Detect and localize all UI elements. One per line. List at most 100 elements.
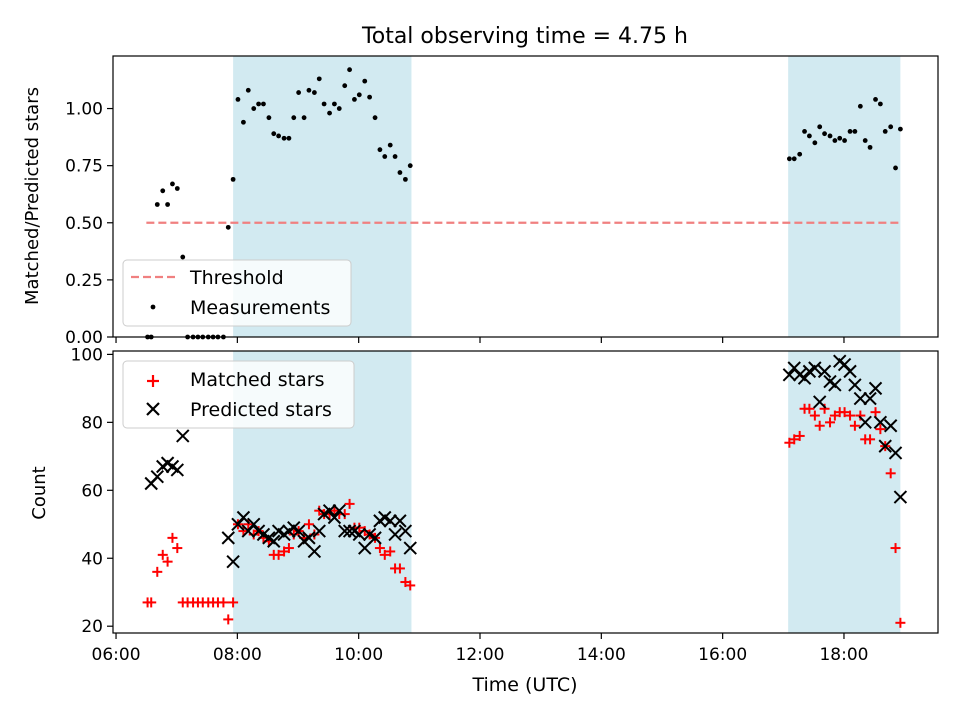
measurement-point xyxy=(352,97,357,102)
observing-window-shade xyxy=(788,351,901,633)
measurement-point xyxy=(402,176,408,182)
predicted-star-point xyxy=(873,415,888,430)
matched-star-point xyxy=(845,410,856,421)
measurement-point xyxy=(245,87,251,93)
measurement-point xyxy=(842,138,847,143)
measurement-point xyxy=(832,138,838,143)
matched-star-point xyxy=(870,407,881,418)
predicted-star-point xyxy=(893,490,908,504)
predicted-star-point xyxy=(236,510,251,525)
predicted-star-point xyxy=(170,463,185,477)
measurement-point xyxy=(235,97,241,102)
measurement-point xyxy=(888,124,894,130)
count-legend: Matched stars Predicted stars xyxy=(122,360,355,429)
measurement-point xyxy=(165,202,170,207)
predicted-star-point xyxy=(332,503,346,518)
matched-star-point xyxy=(890,543,901,554)
matched-star-point xyxy=(273,549,284,560)
chart-title: Total observing time = 4.75 h xyxy=(361,24,688,49)
x-tick-label: 12:00 xyxy=(456,645,505,665)
predicted-star-point xyxy=(267,534,281,548)
predicted-star-point xyxy=(221,531,235,545)
y-tick-label: 40 xyxy=(81,549,103,569)
measurement-point xyxy=(230,176,236,182)
matched-star-point xyxy=(839,407,850,418)
predicted-star-point xyxy=(863,391,877,406)
predicted-star-point xyxy=(398,524,413,538)
predicted-star-point xyxy=(307,544,322,559)
ratio-y-axis-label: Matched/Predicted stars xyxy=(22,87,43,305)
measurement-point xyxy=(877,101,883,107)
measurement-point xyxy=(296,90,302,95)
x-tick-label: 18:00 xyxy=(819,645,868,665)
matched-star-point xyxy=(218,597,229,608)
measurement-point xyxy=(407,163,413,169)
predicted-star-point xyxy=(393,514,407,528)
predicted-star-point xyxy=(302,531,316,545)
measurement-point xyxy=(261,101,266,107)
measurement-point xyxy=(266,115,272,121)
ratio-panel: 0.00 0.25 0.50 0.75 1.00 Matched/Predicted s… xyxy=(22,55,939,348)
y-tick-label: 60 xyxy=(81,481,103,501)
measurement-point xyxy=(306,87,312,93)
predicted-star-point xyxy=(342,524,357,538)
measurement-point xyxy=(372,115,378,121)
matched-star-point xyxy=(809,410,820,421)
measurement-point xyxy=(847,128,853,134)
predicted-star-point xyxy=(853,391,868,406)
predicted-star-point xyxy=(368,531,382,545)
matched-star-point xyxy=(865,434,876,445)
predicted-star-point xyxy=(322,503,337,518)
measurement-point xyxy=(311,90,317,95)
count-panel-frame xyxy=(112,350,939,634)
predicted-legend-label: Predicted stars xyxy=(190,399,332,421)
predicted-star-point xyxy=(388,527,402,542)
predicted-star-point xyxy=(808,361,822,375)
predicted-star-point xyxy=(843,364,857,379)
threshold-legend-label: Threshold xyxy=(189,267,284,289)
matched-star-point xyxy=(379,549,390,560)
matched-star-point xyxy=(157,549,168,560)
measurement-point xyxy=(857,103,863,109)
matched-star-point xyxy=(223,614,234,625)
measurement-point xyxy=(225,224,231,230)
matched-star-point xyxy=(303,519,314,530)
matched-star-point xyxy=(172,543,183,554)
measurements-legend-swatch xyxy=(150,304,156,310)
x-axis-label: Time (UTC) xyxy=(471,674,577,696)
matched-star-point xyxy=(405,580,416,591)
predicted-star-point xyxy=(312,524,326,538)
x-tick-label: 16:00 xyxy=(698,645,747,665)
x-tick-label: 10:00 xyxy=(334,645,383,665)
matched-star-point xyxy=(238,526,249,537)
measurement-point xyxy=(154,202,160,207)
ratio-y-ticks: 0.00 0.25 0.50 0.75 1.00 xyxy=(65,100,113,348)
y-tick-label: 0.25 xyxy=(65,271,103,291)
measurement-point xyxy=(862,138,868,143)
observing-window-shade xyxy=(788,56,901,337)
predicted-star-point xyxy=(327,510,342,525)
predicted-star-point xyxy=(176,429,190,443)
measurement-point xyxy=(802,128,807,134)
predicted-star-point xyxy=(813,395,827,409)
ratio-legend-box xyxy=(122,259,352,327)
measurement-point xyxy=(382,154,388,159)
x-tick-label: 14:00 xyxy=(577,645,626,665)
y-tick-label: 20 xyxy=(81,617,103,637)
predicted-star-point xyxy=(291,524,306,538)
measurement-point xyxy=(301,115,307,121)
measurement-point xyxy=(291,115,297,121)
measurement-point xyxy=(316,76,322,82)
y-tick-label: 1.00 xyxy=(65,100,103,120)
measurement-point xyxy=(271,131,277,137)
y-tick-label: 0.75 xyxy=(65,157,103,177)
predicted-star-point xyxy=(403,541,417,555)
measurement-point xyxy=(347,67,352,73)
matched-star-point xyxy=(146,597,157,608)
matched-star-point xyxy=(885,468,896,479)
measurement-point xyxy=(873,97,878,102)
count-y-axis-label: Count xyxy=(29,466,50,519)
measurement-point xyxy=(837,135,843,141)
predicted-star-point xyxy=(848,378,862,392)
